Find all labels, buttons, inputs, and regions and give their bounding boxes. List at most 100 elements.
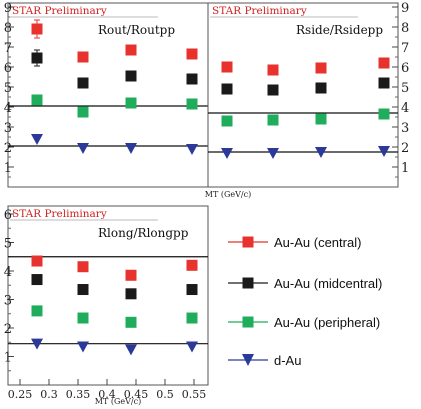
data-point-midcentral xyxy=(315,82,327,94)
data-point-midcentral xyxy=(31,274,43,286)
data-point-midcentral xyxy=(186,284,198,296)
y-tick-label: 4 xyxy=(4,101,12,116)
data-point-peripheral xyxy=(378,108,390,120)
legend-label: Au-Au (central) xyxy=(274,235,361,250)
data-point-midcentral xyxy=(186,73,198,85)
data-point-peripheral xyxy=(77,312,89,324)
data-point-d-au xyxy=(125,344,137,356)
x-axis-title: MT (GeV/c) xyxy=(95,397,141,406)
y-tick-label: 6 xyxy=(401,61,409,76)
y-tick-label: 2 xyxy=(4,141,12,156)
data-point-central xyxy=(378,57,390,69)
data-point-central xyxy=(77,261,89,273)
data-point-d-au xyxy=(221,148,233,159)
data-point-d-au xyxy=(31,134,43,145)
data-point-central xyxy=(125,44,137,56)
data-point-midcentral xyxy=(378,77,390,89)
y-tick-label: 8 xyxy=(401,21,409,36)
y-tick-label: 3 xyxy=(4,121,12,136)
x-tick-label: 0.35 xyxy=(66,388,91,401)
star-preliminary-label: STAR Preliminary xyxy=(212,5,307,17)
y-tick-label: 4 xyxy=(401,101,409,116)
data-point-central xyxy=(267,64,279,76)
data-point-midcentral xyxy=(77,77,89,89)
y-tick-label: 4 xyxy=(4,265,12,280)
x-tick-label: 0.55 xyxy=(182,388,207,401)
x-tick-label: 0.25 xyxy=(8,388,33,401)
data-point-d-au xyxy=(31,338,43,350)
y-tick-label: 2 xyxy=(401,141,409,156)
data-point-d-au xyxy=(186,341,198,353)
data-point-peripheral xyxy=(221,115,233,127)
data-point-peripheral xyxy=(186,312,198,324)
star-preliminary-label: STAR Preliminary xyxy=(12,5,107,17)
x-axis-title: MT (GeV/c) xyxy=(205,190,251,199)
data-point-d-au xyxy=(315,147,327,158)
panel-rlong: 1 2 3 4 5 6 STAR Preliminary Rlong/Rlongpp MT (G… xyxy=(4,205,209,406)
data-point-peripheral xyxy=(31,305,43,317)
legend-marker-square xyxy=(242,277,254,289)
legend-label: d-Au xyxy=(274,353,301,368)
data-point-peripheral xyxy=(125,316,137,328)
y-tick-label: 1 xyxy=(4,161,12,176)
panel-frame xyxy=(7,205,209,386)
y-tick-label: 9 xyxy=(401,1,409,16)
star-preliminary-label: STAR Preliminary xyxy=(12,208,107,220)
data-point-central xyxy=(31,255,43,267)
data-point-d-au xyxy=(77,143,89,154)
data-point-midcentral xyxy=(221,83,233,95)
data-point-peripheral xyxy=(267,114,279,126)
y-tick-label: 7 xyxy=(401,41,409,56)
panel-rout: 1 2 3 4 5 6 7 8 9 STAR Preliminary Rout/Routpp xyxy=(4,1,209,188)
y-tick-label: 9 xyxy=(4,1,12,16)
x-tick-label: 0.4 xyxy=(98,388,116,401)
panel-ratio-label: Rside/Rsidepp xyxy=(296,23,383,37)
y-tick-label: 1 xyxy=(401,161,409,176)
data-point-peripheral xyxy=(77,106,89,118)
data-point-central xyxy=(221,61,233,73)
legend-marker-square xyxy=(242,316,254,328)
y-tick-label: 1 xyxy=(4,351,12,366)
y-tick-label: 7 xyxy=(4,41,12,56)
data-point-peripheral xyxy=(125,97,137,109)
data-point-peripheral xyxy=(31,94,43,106)
y-tick-label: 6 xyxy=(4,208,12,223)
y-tick-label: 5 xyxy=(4,237,12,252)
legend-marker-triangle xyxy=(242,354,254,366)
data-point-peripheral xyxy=(315,113,327,125)
y-tick-label: 3 xyxy=(4,294,12,309)
legend-marker-square xyxy=(242,236,254,248)
x-tick-label: 0.45 xyxy=(124,388,149,401)
panel-ratio-label: Rout/Routpp xyxy=(98,23,175,37)
data-point-central xyxy=(77,51,89,63)
data-point-peripheral xyxy=(186,98,198,110)
y-tick-label: 2 xyxy=(4,322,12,337)
data-point-central xyxy=(315,62,327,74)
y-tick-label: 5 xyxy=(4,81,12,96)
data-point-d-au xyxy=(186,144,198,155)
data-point-d-au xyxy=(267,148,279,159)
legend: Au-Au (central) Au-Au (midcentral) Au-Au (… xyxy=(228,235,382,368)
data-point-midcentral xyxy=(267,84,279,96)
legend-label: Au-Au (peripheral) xyxy=(274,315,380,330)
data-point-d-au xyxy=(77,341,89,353)
data-point-midcentral xyxy=(125,288,137,300)
data-point-central xyxy=(125,269,137,281)
data-point-d-au xyxy=(125,143,137,154)
x-tick-label: 0.5 xyxy=(156,388,174,401)
data-point-midcentral xyxy=(77,284,89,296)
y-tick-label: 5 xyxy=(401,81,409,96)
y-tick-label: 3 xyxy=(401,121,409,136)
data-point-central xyxy=(186,48,198,60)
data-point-d-au xyxy=(378,146,390,157)
panel-rside: 1 2 3 4 5 6 7 8 9 STAR Preliminary Rside/Rsidepp MT… xyxy=(205,1,409,199)
panel-ratio-label: Rlong/Rlongpp xyxy=(98,226,189,240)
x-tick-label: 0.3 xyxy=(40,388,58,401)
data-point-central xyxy=(186,259,198,271)
legend-label: Au-Au (midcentral) xyxy=(274,276,382,291)
data-point-midcentral xyxy=(125,70,137,82)
y-tick-label: 6 xyxy=(4,61,12,76)
y-tick-label: 8 xyxy=(4,21,12,36)
panel-frame xyxy=(207,2,399,188)
